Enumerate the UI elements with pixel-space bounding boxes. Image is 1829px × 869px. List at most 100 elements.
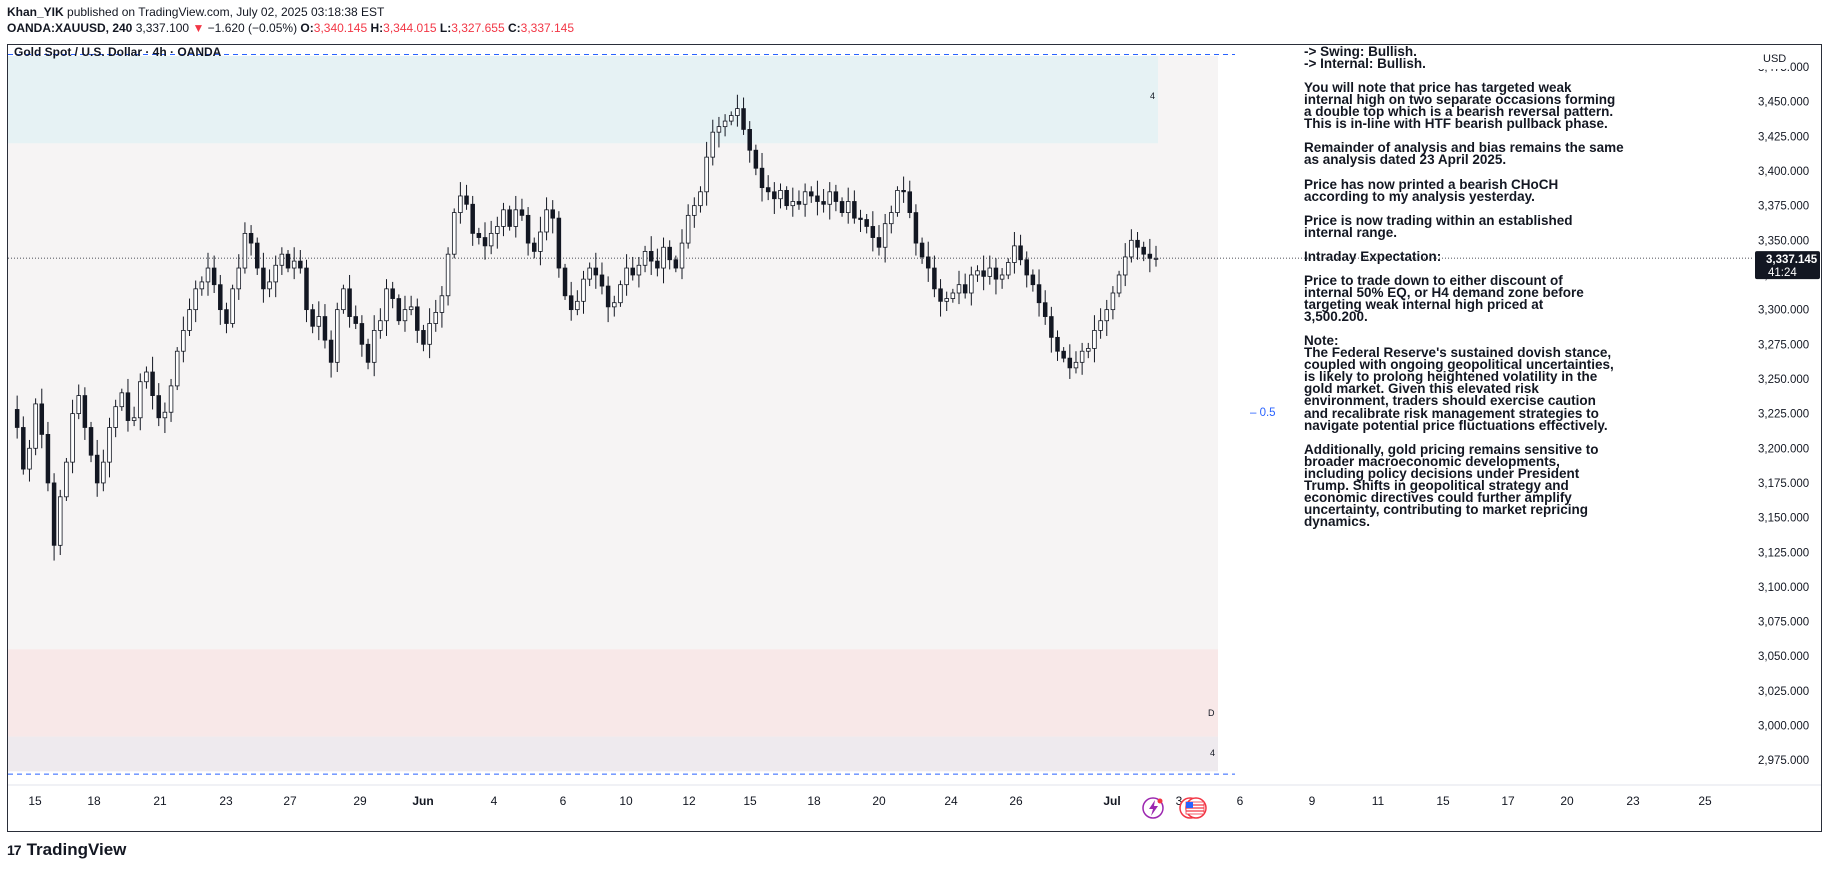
candle: [907, 180, 913, 219]
analysis-note-line: economic directives could further amplif…: [1304, 489, 1572, 505]
time-tick-label: 6: [1237, 794, 1244, 808]
candle: [833, 184, 839, 212]
candle: [809, 186, 814, 203]
demand-zone-label-4: 4: [1210, 748, 1215, 758]
candle: [556, 211, 562, 278]
high-value: 3,344.015: [383, 21, 437, 35]
candle: [525, 207, 531, 256]
candle: [925, 241, 931, 282]
high-label: H:: [370, 21, 384, 35]
price-tick-label: 3,250.000: [1758, 374, 1809, 386]
close-value: 3,337.145: [520, 21, 575, 35]
candle: [218, 274, 223, 325]
time-tick-label: 18: [87, 794, 101, 808]
candle: [1061, 347, 1066, 363]
candle: [415, 298, 420, 343]
candle: [790, 187, 796, 217]
candle: [205, 252, 211, 296]
currency-button[interactable]: USD: [1763, 53, 1786, 65]
candle: [230, 284, 235, 328]
lightning-icon[interactable]: [1142, 797, 1164, 819]
candle: [648, 236, 654, 275]
candle: [716, 116, 722, 148]
chart-legend-title: Gold Spot / U.S. Dollar · 4h · OANDA: [14, 45, 222, 59]
time-tick-label: 26: [1009, 794, 1023, 808]
candle: [852, 190, 857, 224]
candle: [291, 247, 297, 280]
candle: [845, 187, 851, 224]
author-name[interactable]: Khan_YIK: [7, 5, 64, 19]
open-label: O:: [300, 21, 314, 35]
price-tick-label: 3,425.000: [1758, 131, 1809, 143]
analysis-note-line: internal high on two separate occasions …: [1304, 92, 1616, 108]
tradingview-logo-mark: 17: [7, 842, 22, 858]
candle: [335, 302, 340, 373]
candle: [642, 245, 648, 273]
candle: [975, 265, 980, 282]
chart-frame[interactable]: 3,475.0003,450.0003,425.0003,400.0003,37…: [7, 44, 1822, 832]
candle: [710, 119, 716, 166]
candle: [254, 237, 260, 275]
candle: [513, 195, 519, 238]
candle: [802, 183, 808, 217]
candle: [371, 315, 377, 377]
analysis-note-line: broader macroeconomic developments,: [1304, 453, 1560, 469]
time-tick-label: 18: [807, 794, 821, 808]
price-axis[interactable]: 3,475.0003,450.0003,425.0003,400.0003,37…: [1758, 62, 1809, 767]
analysis-note-line: Note:: [1304, 333, 1339, 349]
candle: [815, 180, 820, 216]
candle: [932, 255, 937, 298]
current-price-tag: 3,337.145 41:24: [1755, 251, 1820, 280]
analysis-note-line: dynamics.: [1304, 513, 1371, 529]
candle: [1042, 290, 1048, 325]
candle: [316, 301, 322, 341]
candle: [181, 316, 186, 363]
candle: [747, 121, 752, 163]
price-chart[interactable]: 3,475.0003,450.0003,425.0003,400.0003,37…: [8, 45, 1821, 831]
candle: [211, 255, 217, 293]
candle: [827, 182, 832, 220]
candle: [1067, 344, 1073, 379]
time-tick-label: 15: [28, 794, 42, 808]
demand-zone-label-d: D: [1208, 708, 1215, 718]
analysis-note-line: This is in-line with HTF bearish pullbac…: [1304, 116, 1608, 132]
candle: [1104, 299, 1109, 336]
price-tick-label: 3,375.000: [1758, 201, 1809, 213]
candle: [1079, 342, 1085, 375]
candle: [1116, 270, 1122, 298]
time-tick-label: 4: [491, 794, 498, 808]
time-tick-label: 15: [743, 794, 757, 808]
candle: [285, 250, 291, 273]
symbol-label[interactable]: OANDA:XAUUSD, 240: [7, 21, 133, 35]
candle: [390, 281, 395, 309]
candle: [378, 308, 383, 339]
publish-date: published on TradingView.com, July 02, 2…: [67, 5, 385, 19]
analysis-note-line: is likely to prolong heightened volatili…: [1304, 369, 1598, 385]
price-tick-label: 3,050.000: [1758, 651, 1809, 663]
us-flag-icon[interactable]: [1179, 797, 1207, 819]
ohlc-legend: OANDA:XAUUSD, 240 3,337.100 ▼ −1.620 (−0…: [7, 21, 574, 35]
candle: [624, 254, 629, 296]
low-label: L:: [439, 21, 452, 35]
candle: [402, 295, 408, 332]
demand-zone: [8, 649, 1218, 737]
candle: [821, 189, 826, 213]
tradingview-logo[interactable]: 17 TradingView: [7, 840, 126, 860]
candle: [728, 111, 734, 126]
candle: [76, 384, 81, 420]
candle: [162, 402, 168, 434]
candle: [451, 208, 457, 259]
candle: [1147, 238, 1153, 273]
candle: [476, 227, 482, 245]
candle: [119, 388, 125, 411]
open-value: 3,340.145: [313, 21, 368, 35]
currency-button-bg: [1752, 47, 1788, 69]
candle: [919, 237, 925, 264]
candle: [519, 198, 525, 221]
analysis-note-line: Trump. Shifts in geopolitical strategy a…: [1304, 477, 1569, 493]
price-change: −1.620 (−0.05%): [207, 21, 298, 35]
candle: [950, 288, 956, 303]
candle: [193, 280, 198, 323]
candle: [753, 144, 759, 176]
time-axis[interactable]: 15 18 21 23 27 29 Jun 4 6 10 12 15 18 20 24 26 Jul 3 6 9 11 1…: [28, 794, 1712, 808]
